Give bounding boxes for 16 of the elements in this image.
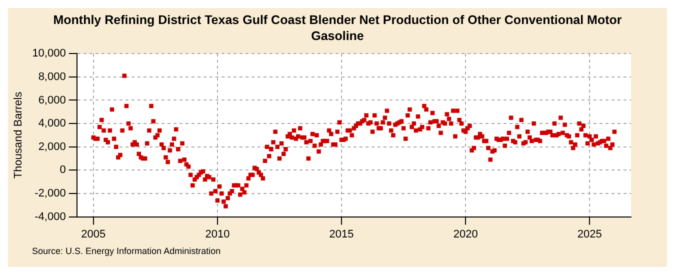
- chart-title: Monthly Refining District Texas Gulf Coast Blender Net Production of Other Conventional Motor Gasoline: [52, 12, 623, 44]
- y-tick-label: 0: [60, 164, 66, 176]
- x-tick-label: 2015: [329, 228, 354, 240]
- x-tick-label: 2025: [577, 228, 602, 240]
- x-tick-label: 2020: [453, 228, 478, 240]
- y-tick-label: -2,000: [34, 188, 66, 200]
- y-tick-label: 2,000: [38, 140, 66, 153]
- x-tick-label: 2010: [205, 228, 230, 240]
- y-tick-label: -4,000: [34, 210, 66, 223]
- y-tick-label: 6,000: [38, 94, 66, 106]
- y-tick-label: 10,000: [32, 48, 66, 60]
- y-tick-label: 8,000: [38, 70, 66, 83]
- y-axis-title: Thousand Barrels: [12, 91, 25, 179]
- source-note: Source: U.S. Energy Information Administration: [31, 246, 222, 256]
- y-tick-label: 4,000: [38, 118, 66, 130]
- x-tick-label: 2005: [81, 228, 106, 240]
